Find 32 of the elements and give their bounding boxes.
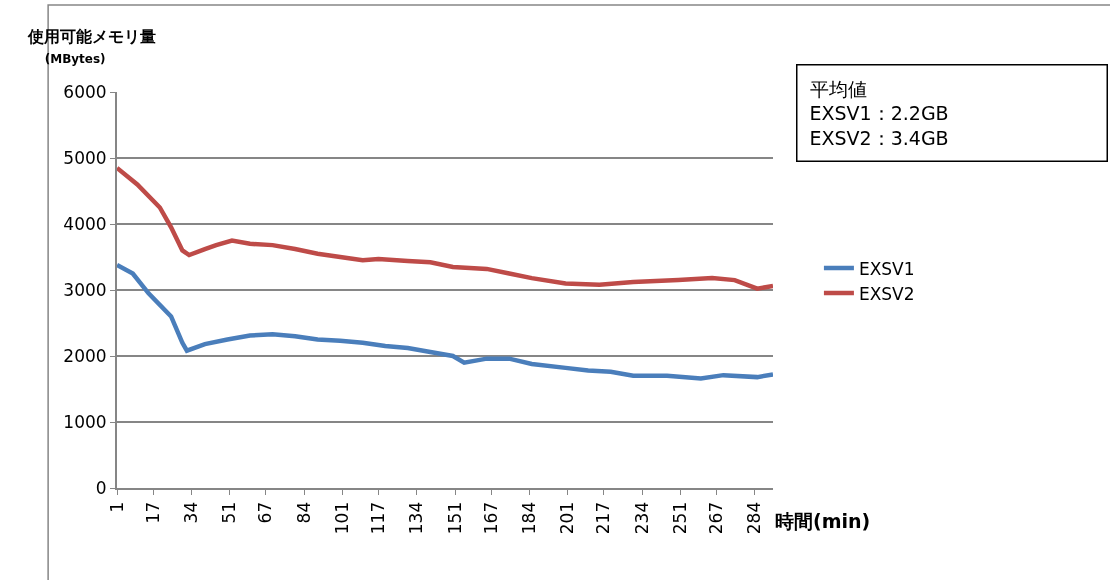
legend-label: EXSV2 xyxy=(858,283,915,304)
text: EXSV2：3.4GB xyxy=(809,126,949,149)
x-tick-label: 151 xyxy=(444,501,465,535)
y-axis-title: 使用可能メモリ量 (MBytes) xyxy=(27,27,156,66)
x-tick-label: 51 xyxy=(219,501,240,524)
y-tick-label: 2000 xyxy=(63,345,107,366)
x-tick-label: 1 xyxy=(106,501,127,513)
x-tick-label: 184 xyxy=(519,501,540,535)
text: EXSV1：2.2GB xyxy=(809,102,949,125)
x-tick-label: 134 xyxy=(406,501,427,535)
x-tick-label: 167 xyxy=(480,501,501,535)
x-tick-label: 17 xyxy=(142,501,163,524)
y-tick-label: 5000 xyxy=(63,147,107,168)
x-tick-label: 34 xyxy=(180,501,201,524)
x-tick-label: 251 xyxy=(670,501,691,535)
x-tick-label: 201 xyxy=(557,501,578,535)
x-tick-label: 117 xyxy=(368,501,389,535)
y-tick-label: 4000 xyxy=(63,213,107,234)
y-tick-label: 1000 xyxy=(63,411,107,432)
x-axis-title: 時間(min) xyxy=(775,510,871,532)
y-tick-label: 6000 xyxy=(63,81,107,102)
x-tick-label: 284 xyxy=(744,501,765,535)
x-tick-label: 267 xyxy=(706,501,727,535)
text: 平均値 xyxy=(809,77,867,100)
x-tick-label: 67 xyxy=(255,501,276,524)
legend-label: EXSV1 xyxy=(858,258,915,279)
x-tick-label: 234 xyxy=(631,501,652,535)
x-tick-label: 84 xyxy=(293,501,314,524)
x-tick-label: 217 xyxy=(593,501,614,535)
x-tick-label: 101 xyxy=(331,501,352,535)
y-tick-label: 0 xyxy=(95,477,107,498)
y-tick-label: 3000 xyxy=(63,279,107,300)
